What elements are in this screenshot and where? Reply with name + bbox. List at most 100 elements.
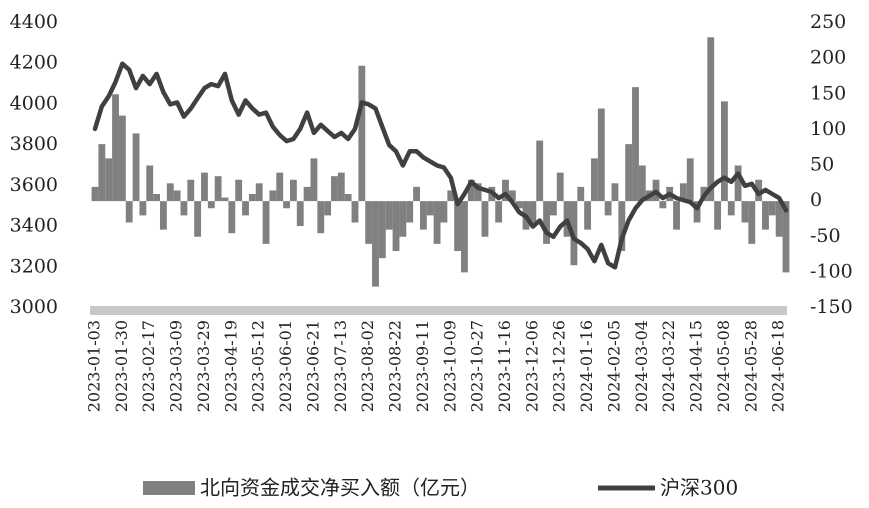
bar bbox=[173, 190, 181, 202]
bar bbox=[324, 201, 332, 216]
bar bbox=[659, 201, 667, 209]
bar bbox=[762, 201, 769, 230]
x-tick-label: 2023-05-12 bbox=[249, 320, 268, 412]
bar bbox=[515, 201, 523, 209]
bar bbox=[591, 158, 598, 202]
x-tick-label: 2023-08-02 bbox=[358, 320, 377, 412]
bar bbox=[153, 194, 160, 202]
bar bbox=[584, 201, 592, 230]
bar bbox=[604, 201, 612, 216]
x-tick-label: 2023-10-09 bbox=[440, 320, 459, 412]
y2-tick-label: 150 bbox=[810, 82, 846, 104]
bar bbox=[508, 190, 516, 202]
bar bbox=[618, 201, 626, 251]
bar bbox=[132, 133, 140, 202]
bar bbox=[707, 37, 715, 202]
bar bbox=[413, 186, 420, 202]
bar bbox=[146, 165, 154, 202]
bar bbox=[276, 172, 284, 202]
legend-swatch bbox=[143, 481, 195, 495]
bar bbox=[399, 201, 407, 237]
y-tick-label: 3800 bbox=[10, 133, 58, 155]
y2-tick-label: -50 bbox=[810, 225, 841, 247]
y-tick-label: 3600 bbox=[10, 174, 58, 196]
x-tick-label: 2023-09-11 bbox=[413, 320, 432, 412]
y2-tick-label: -150 bbox=[810, 296, 853, 318]
y2-tick-label: 100 bbox=[810, 118, 846, 140]
bar bbox=[269, 190, 277, 202]
bar bbox=[529, 201, 537, 223]
bar bbox=[686, 158, 694, 202]
y2-tick-label: 200 bbox=[810, 47, 846, 69]
bar bbox=[187, 179, 195, 202]
bar bbox=[105, 158, 113, 202]
bar bbox=[461, 201, 468, 273]
x-tick-label: 2023-08-22 bbox=[386, 320, 405, 412]
bar bbox=[303, 186, 311, 202]
bar bbox=[536, 140, 544, 202]
bar bbox=[474, 183, 482, 202]
bar bbox=[228, 201, 236, 234]
x-tick-label: 2024-06-18 bbox=[769, 320, 788, 412]
bar bbox=[351, 201, 359, 223]
y-tick-label: 4000 bbox=[10, 92, 58, 114]
x-tick-label: 2024-03-22 bbox=[659, 320, 678, 412]
bar bbox=[782, 201, 790, 273]
x-tick-label: 2024-03-04 bbox=[632, 320, 651, 412]
bar bbox=[139, 201, 147, 216]
x-tick-label: 2023-01-03 bbox=[85, 320, 104, 412]
y2-tick-label: 0 bbox=[810, 189, 822, 211]
bar bbox=[433, 201, 441, 244]
x-tick-label: 2024-01-16 bbox=[577, 320, 596, 412]
x-tick-label: 2023-02-17 bbox=[139, 320, 158, 412]
bar bbox=[242, 201, 249, 216]
bar bbox=[221, 197, 229, 202]
bar bbox=[98, 144, 106, 202]
x-tick-label: 2024-02-05 bbox=[604, 320, 623, 412]
bar bbox=[734, 165, 742, 202]
bar bbox=[166, 183, 174, 202]
bar bbox=[495, 201, 503, 223]
bar bbox=[91, 186, 99, 202]
x-tick-label: 2024-05-28 bbox=[741, 320, 760, 412]
line bbox=[92, 61, 789, 270]
bar bbox=[714, 201, 722, 230]
legend-label: 北向资金成交净买入额（亿元） bbox=[200, 476, 480, 500]
bar bbox=[748, 201, 756, 244]
bar bbox=[262, 201, 270, 244]
bar bbox=[337, 172, 345, 202]
y-tick-label: 3400 bbox=[10, 215, 58, 237]
bar bbox=[638, 165, 646, 202]
bar bbox=[283, 201, 290, 209]
bar bbox=[406, 201, 414, 223]
bar bbox=[214, 176, 222, 202]
bar bbox=[392, 201, 400, 251]
y2-tick-label: -100 bbox=[810, 260, 853, 282]
x-tick-label: 2023-03-29 bbox=[194, 320, 213, 412]
bar bbox=[768, 201, 776, 216]
x-tick-label: 2023-12-26 bbox=[550, 320, 569, 412]
bar bbox=[741, 201, 749, 223]
bar bbox=[180, 201, 188, 216]
y-tick-label: 4200 bbox=[10, 52, 58, 74]
x-tick-label: 2023-06-21 bbox=[303, 320, 322, 412]
bar bbox=[556, 172, 564, 202]
x-tick-label: 2023-04-19 bbox=[221, 320, 240, 412]
x-tick-label: 2024-05-08 bbox=[714, 320, 733, 412]
bar bbox=[201, 172, 208, 202]
bar bbox=[481, 201, 489, 237]
bar bbox=[385, 201, 393, 230]
bar bbox=[679, 183, 687, 202]
x-tick-label: 2023-12-06 bbox=[522, 320, 541, 412]
bar bbox=[331, 176, 338, 202]
bar bbox=[721, 101, 728, 202]
x-tick-label: 2023-11-16 bbox=[495, 320, 514, 412]
bar bbox=[317, 201, 325, 234]
y2-tick-label: 250 bbox=[810, 11, 846, 33]
bar bbox=[467, 179, 475, 202]
bar bbox=[502, 179, 509, 202]
x-tick-label: 2023-01-30 bbox=[112, 320, 131, 412]
bar bbox=[358, 65, 366, 202]
y-tick-label: 4400 bbox=[10, 11, 58, 33]
